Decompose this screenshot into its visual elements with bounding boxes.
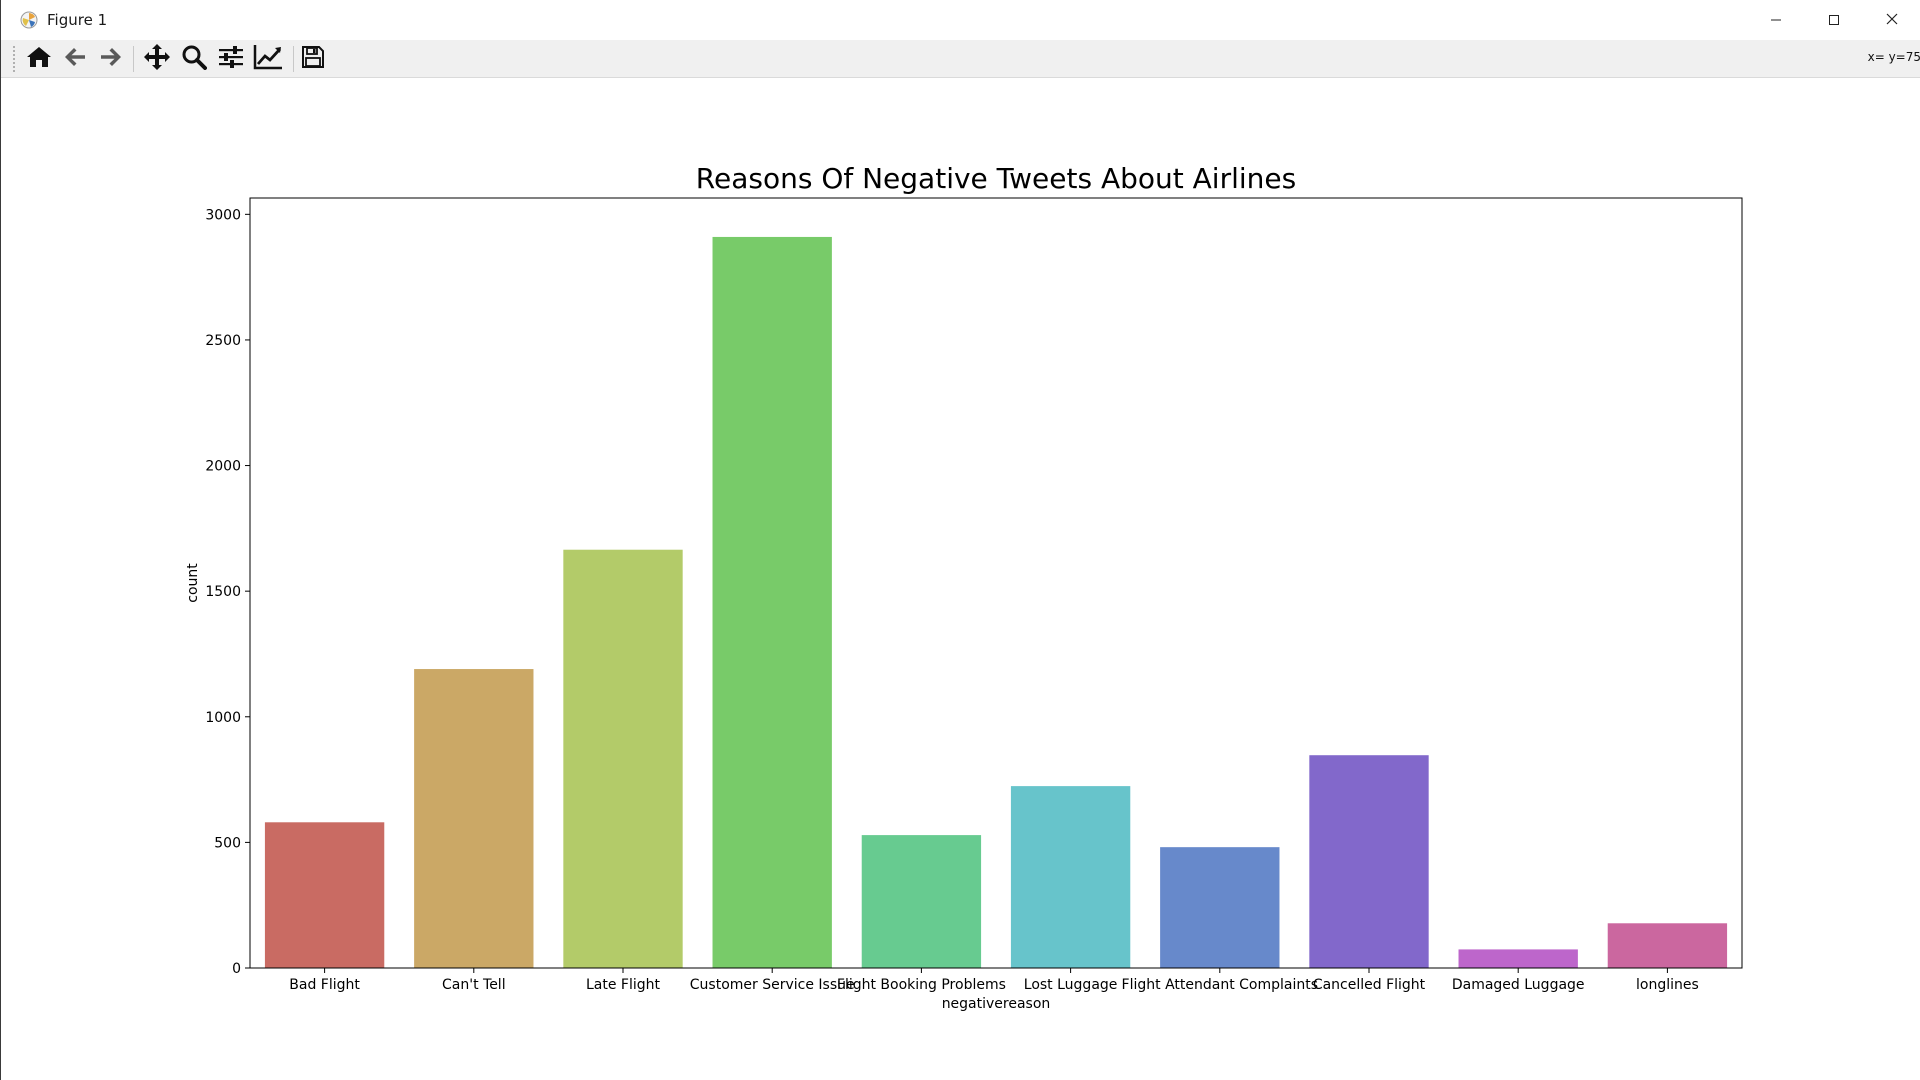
bar bbox=[861, 835, 982, 968]
y-tick-label: 1500 bbox=[205, 584, 241, 600]
bar bbox=[563, 549, 683, 968]
toolbar-separator bbox=[133, 46, 134, 72]
pan-move-icon bbox=[143, 43, 171, 75]
minimize-icon bbox=[1770, 11, 1782, 30]
subplots-sliders-icon bbox=[218, 45, 244, 73]
bar-chart: 0 500 1000 1500 2000 2500 3000 Bad Flight Can't … bbox=[185, 162, 1743, 1012]
close-icon bbox=[1885, 11, 1899, 30]
forward-arrow-icon bbox=[99, 45, 123, 73]
y-tick-label: 3000 bbox=[205, 207, 241, 223]
bar bbox=[264, 822, 385, 968]
zoom-magnifier-icon bbox=[181, 44, 207, 74]
y-tick-label: 0 bbox=[232, 961, 241, 977]
maximize-button[interactable] bbox=[1805, 0, 1863, 40]
x-tick-label: longlines bbox=[1636, 977, 1699, 993]
bar bbox=[1160, 847, 1280, 968]
y-tick-label: 1000 bbox=[205, 710, 241, 726]
configure-subplots-button[interactable] bbox=[215, 44, 247, 74]
home-button[interactable] bbox=[23, 44, 55, 74]
maximize-icon bbox=[1828, 11, 1840, 30]
forward-button[interactable] bbox=[95, 44, 127, 74]
chart-title: Reasons Of Negative Tweets About Airline… bbox=[696, 162, 1296, 195]
bar bbox=[1458, 949, 1578, 968]
edit-axes-chart-icon bbox=[253, 44, 283, 74]
bar bbox=[414, 669, 534, 968]
plot-frame bbox=[249, 197, 1743, 969]
window-title: Figure 1 bbox=[47, 11, 108, 29]
toolbar-grip[interactable] bbox=[13, 46, 15, 72]
x-tick-label: Lost Luggage bbox=[1024, 977, 1118, 993]
minimize-button[interactable] bbox=[1747, 0, 1805, 40]
matplotlib-icon bbox=[19, 10, 39, 30]
y-tick-label: 2000 bbox=[205, 459, 241, 475]
x-tick-label: Flight Attendant Complaints bbox=[1122, 977, 1319, 993]
x-tick-label: Customer Service Issue bbox=[690, 977, 855, 993]
x-tick-label: Bad Flight bbox=[289, 977, 360, 993]
close-button[interactable] bbox=[1863, 0, 1920, 40]
pan-button[interactable] bbox=[141, 44, 173, 74]
toolbar-separator bbox=[293, 46, 294, 72]
y-tick-label: 500 bbox=[214, 835, 241, 851]
back-arrow-icon bbox=[63, 45, 87, 73]
bar bbox=[1010, 786, 1131, 968]
figure-canvas[interactable]: 0 500 1000 1500 2000 2500 3000 Bad Flight Can't … bbox=[9, 78, 1920, 1080]
home-icon bbox=[26, 45, 52, 73]
navigation-toolbar: x= y=75 bbox=[1, 40, 1920, 78]
title-bar: Figure 1 bbox=[1, 0, 1920, 40]
x-tick-label: Can't Tell bbox=[442, 977, 506, 993]
save-floppy-icon bbox=[301, 45, 325, 73]
save-button[interactable] bbox=[297, 44, 329, 74]
bar bbox=[712, 236, 832, 968]
bar bbox=[1607, 923, 1728, 968]
edit-axes-button[interactable] bbox=[252, 44, 284, 74]
x-tick-label: Cancelled Flight bbox=[1313, 977, 1426, 993]
back-button[interactable] bbox=[59, 44, 91, 74]
x-tick-label: Late Flight bbox=[586, 977, 661, 993]
bar bbox=[1309, 755, 1429, 968]
zoom-button[interactable] bbox=[178, 44, 210, 74]
y-axis-label: count bbox=[185, 563, 201, 603]
x-axis-label: negativereason bbox=[942, 996, 1051, 1012]
x-tick-label: Flight Booking Problems bbox=[837, 977, 1006, 993]
cursor-coordinates: x= y=75 bbox=[1867, 50, 1920, 64]
x-tick-label: Damaged Luggage bbox=[1452, 977, 1585, 993]
y-tick-label: 2500 bbox=[205, 333, 241, 349]
